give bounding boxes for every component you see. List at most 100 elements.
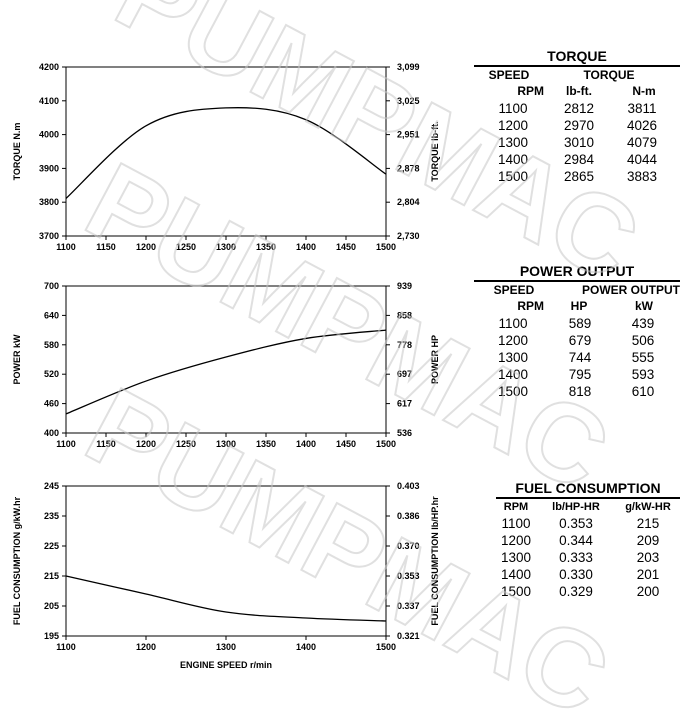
fuel-table-row: 1500 0.329 200 (496, 583, 680, 600)
power-table-cell: 1300 (497, 350, 529, 365)
fuel-x-tick-label: 1500 (376, 642, 396, 652)
torque-table-cell: 1500 (497, 169, 529, 184)
torque-x-tick-label: 1100 (56, 242, 76, 252)
fuel-table-title: FUEL CONSUMPTION (496, 480, 680, 499)
torque-table-cell: 3883 (626, 169, 658, 184)
power-col-speed: SPEED (493, 283, 535, 297)
power-x-tick-label: 1400 (296, 439, 316, 449)
power-table: POWER OUTPUT SPEED POWER OUTPUT RPM HP k… (474, 263, 680, 400)
torque-y-tick-label: 3900 (39, 163, 59, 173)
fuel-x-tick-label: 1200 (136, 642, 156, 652)
torque-x-tick-label: 1200 (136, 242, 156, 252)
torque-x-tick-label: 1300 (216, 242, 236, 252)
fuel-table-cell: 1100 (501, 516, 531, 531)
torque-y2-tick-label: 3,025 (397, 96, 420, 106)
fuel-x-tick-label: 1100 (56, 642, 76, 652)
fuel-table: FUEL CONSUMPTION RPM lb/HP-HR g/kW-HR 11… (496, 480, 680, 600)
fuel-table-row: 1200 0.344 209 (496, 532, 680, 549)
power-series-line (65, 329, 387, 415)
torque-col-rpm: RPM (517, 84, 544, 98)
power-y-tick-label: 580 (44, 340, 59, 350)
fuel-table-cell: 201 (636, 567, 660, 582)
power-col-output: POWER OUTPUT (582, 283, 680, 297)
power-y2-tick-label: 858 (397, 310, 412, 320)
power-table-cell: 1200 (497, 333, 529, 348)
power-table-cell: 818 (568, 384, 592, 399)
torque-y-tick-label: 3800 (39, 197, 59, 207)
power-x-tick-label: 1150 (96, 439, 116, 449)
torque-y2-tick-label: 3,099 (397, 62, 420, 72)
torque-table-cell: 1200 (497, 118, 529, 133)
torque-table-cell: 3010 (563, 135, 595, 150)
fuel-table-cell: 0.353 (559, 516, 593, 531)
torque-x-tick-label: 1500 (376, 242, 396, 252)
torque-x-tick-label: 1350 (256, 242, 276, 252)
torque-x-tick-label: 1450 (336, 242, 356, 252)
power-y-tick-label: 400 (44, 428, 59, 438)
power-table-row: 1300 744 555 (474, 349, 680, 366)
power-x-tick-label: 1100 (56, 439, 76, 449)
torque-table-title: TORQUE (474, 48, 680, 67)
power-y2-tick-label: 778 (397, 340, 412, 350)
fuel-y2label: FUEL CONSUMPTION lb/HP.hr (430, 496, 440, 626)
power-table-cell: 1500 (497, 384, 529, 399)
fuel-table-cell: 200 (636, 584, 660, 599)
power-table-cell: 679 (568, 333, 592, 348)
fuel-y-tick-label: 205 (44, 601, 59, 611)
power-table-cell: 795 (568, 367, 592, 382)
fuel-table-cell: 215 (636, 516, 660, 531)
power-x-tick-label: 1300 (216, 439, 236, 449)
torque-y2label: TORQUE lb-ft. (430, 121, 440, 181)
fuel-x-tick-label: 1400 (296, 642, 316, 652)
torque-table-cell: 2865 (563, 169, 595, 184)
torque-table-cell: 4079 (626, 135, 658, 150)
torque-table-cell: 2812 (563, 101, 595, 116)
torque-table-cell: 1400 (497, 152, 529, 167)
fuel-table-cell: 209 (636, 533, 660, 548)
fuel-table-cell: 1400 (500, 567, 532, 582)
power-table-cell: 589 (568, 316, 592, 331)
fuel-table-cell: 1200 (500, 533, 532, 548)
fuel-series-line (65, 575, 387, 622)
fuel-plot-frame (65, 485, 387, 637)
torque-table: TORQUE SPEED TORQUE RPM lb-ft. N-m 1100 2… (474, 48, 680, 185)
power-col-hp: HP (570, 299, 588, 313)
power-y2-tick-label: 939 (397, 281, 412, 291)
torque-table-cell: 4044 (626, 152, 658, 167)
fuel-y2-tick-label: 0.353 (397, 571, 420, 581)
torque-y-tick-label: 4100 (39, 96, 59, 106)
fuel-table-cell: 203 (636, 550, 660, 565)
fuel-table-cell: 0.333 (559, 550, 593, 565)
fuel-ylabel: FUEL CONSUMPTION g/kW.hr (12, 496, 22, 625)
fuel-y-tick-label: 235 (44, 511, 59, 521)
torque-table-row: 1400 2984 4044 (474, 151, 680, 168)
power-table-cell: 439 (631, 316, 655, 331)
torque-table-cell: 2984 (563, 152, 595, 167)
torque-col-torque: TORQUE (583, 68, 635, 82)
fuel-y-tick-label: 225 (44, 541, 59, 551)
fuel-y2-tick-label: 0.403 (397, 481, 420, 491)
fuel-table-header: RPM lb/HP-HR g/kW-HR (496, 501, 680, 513)
fuel-col-rpm: RPM (503, 501, 529, 513)
fuel-table-body: 1100 0.353 215 1200 0.344 209 1300 0.333 203 1400… (496, 515, 680, 600)
torque-table-row: 1500 2865 3883 (474, 168, 680, 185)
fuel-table-row: 1300 0.333 203 (496, 549, 680, 566)
fuel-y2-tick-label: 0.370 (397, 541, 420, 551)
torque-x-tick-label: 1250 (176, 242, 196, 252)
fuel-y-tick-label: 195 (44, 631, 59, 641)
fuel-table-row: 1100 0.353 215 (496, 515, 680, 532)
power-table-row: 1200 679 506 (474, 332, 680, 349)
power-table-title: POWER OUTPUT (474, 263, 680, 282)
power-y-tick-label: 520 (44, 369, 59, 379)
torque-col-speed: SPEED (488, 68, 530, 82)
torque-x-tick-label: 1150 (96, 242, 116, 252)
fuel-xlabel: ENGINE SPEED r/min (180, 660, 272, 670)
power-x-tick-label: 1250 (176, 439, 196, 449)
torque-col-nm: N-m (632, 84, 656, 98)
torque-series-line (65, 107, 387, 199)
fuel-x-tick-label: 1300 (216, 642, 236, 652)
power-table-cell: 1400 (497, 367, 529, 382)
fuel-table-cell: 1300 (500, 550, 532, 565)
fuel-table-row: 1400 0.330 201 (496, 566, 680, 583)
power-y-tick-label: 640 (44, 310, 59, 320)
